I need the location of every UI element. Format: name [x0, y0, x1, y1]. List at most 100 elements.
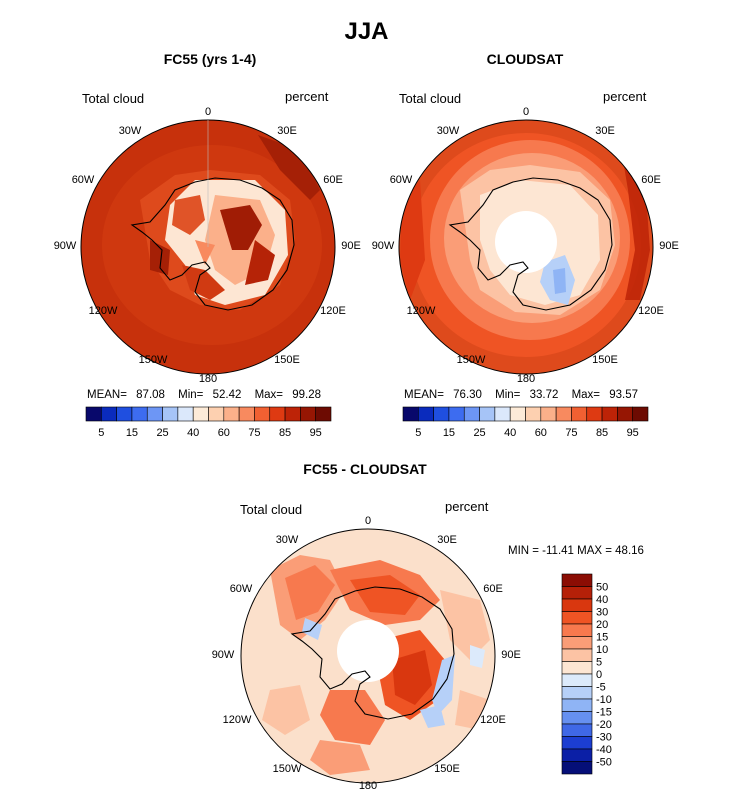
colorbar-tick-label: 40: [187, 427, 199, 439]
colorbar-tick-label: 50: [596, 582, 608, 594]
colorbar-swatch: [561, 761, 593, 775]
lon-label-60e: 60E: [323, 174, 343, 186]
lon-label-180: 180: [358, 780, 378, 792]
stat-min-label: Min=: [495, 389, 521, 401]
lon-label-90e: 90E: [659, 240, 679, 252]
colorbar-swatch: [632, 406, 649, 422]
lon-label-60w: 60W: [389, 174, 413, 186]
colorbar-tick-label: 15: [126, 427, 138, 439]
lon-label-180: 180: [198, 373, 218, 385]
colorbar-tick-label: 15: [443, 427, 455, 439]
colorbar-swatch: [561, 611, 593, 625]
lon-label-120e: 120E: [480, 714, 506, 726]
lon-label-90w: 90W: [53, 240, 77, 252]
lon-label-90e: 90E: [341, 240, 361, 252]
colorbar-tick-label: -20: [596, 719, 612, 731]
colorbar-swatch: [561, 636, 593, 650]
colorbar-swatch: [561, 711, 593, 725]
colorbar-tick-label: 5: [415, 427, 421, 439]
panel-variable-cloudsat: Total cloud: [399, 91, 462, 106]
colorbar-cloudsat: 5 15 25 40 60 75 85 95: [402, 406, 649, 439]
colorbar-tick-label: -15: [596, 707, 612, 719]
antarctica-coastline: [448, 177, 613, 311]
map-boundary-circle: [240, 528, 496, 784]
lon-label-150e: 150E: [274, 354, 300, 366]
figure-title: JJA: [344, 18, 389, 45]
colorbar-tick-label: 5: [596, 657, 602, 669]
colorbar-tick-label: 25: [156, 427, 168, 439]
stat-mean: 76.30: [453, 389, 482, 401]
panel-title-fc55: FC55 (yrs 1-4): [163, 51, 257, 67]
colorbar-swatch: [561, 661, 593, 675]
stat-mean-label: MEAN=: [404, 389, 444, 401]
colorbar-tick-label: 40: [596, 594, 608, 606]
colorbar-tick-label: 10: [596, 644, 608, 656]
colorbar-tick-label: -10: [596, 694, 612, 706]
lon-label-120w: 120W: [88, 305, 118, 317]
lon-label-90w: 90W: [211, 649, 235, 661]
colorbar-swatch: [561, 573, 593, 587]
colorbar-tick-label: 75: [248, 427, 260, 439]
lon-label-150e: 150E: [434, 763, 460, 775]
colorbar-tick-label: -30: [596, 732, 612, 744]
colorbar-swatch: [561, 748, 593, 762]
colorbar-tick-label: 25: [473, 427, 485, 439]
panel-units-fc55: percent: [285, 89, 329, 104]
antarctica-coastline: [130, 177, 295, 311]
panel-units-diff: percent: [445, 499, 489, 514]
colorbar-swatch: [561, 673, 593, 687]
lon-label-60w: 60W: [229, 583, 253, 595]
colorbar-swatch: [561, 686, 593, 700]
colorbar-tick-label: 30: [596, 607, 608, 619]
stat-min: 33.72: [529, 389, 559, 401]
colorbar-tick-label: 95: [310, 427, 322, 439]
colorbar-tick-label: 85: [279, 427, 291, 439]
lon-label-0: 0: [364, 515, 372, 527]
lon-label-60e: 60E: [641, 174, 661, 186]
colorbar-tick-label: -50: [596, 757, 612, 769]
stat-max: 99.28: [292, 389, 322, 401]
lon-label-150w: 150W: [138, 354, 168, 366]
colorbar-swatch: [561, 723, 593, 737]
lon-label-180: 180: [516, 373, 536, 385]
lon-label-120e: 120E: [320, 305, 346, 317]
stat-max-label: Max=: [571, 389, 601, 401]
colorbar-tick-label: 5: [98, 427, 104, 439]
lon-label-0: 0: [522, 106, 530, 118]
stats-diff: MIN = -11.41 MAX = 48.16: [508, 545, 644, 557]
colorbar-tick-label: 60: [535, 427, 547, 439]
colorbar-tick-label: 95: [627, 427, 639, 439]
antarctica-coastline: [290, 586, 455, 720]
colorbar-tick-label: -5: [596, 682, 606, 694]
map-boundary-circle: [398, 119, 654, 375]
colorbar-swatch: [561, 736, 593, 750]
colorbar-swatch: [561, 598, 593, 612]
lon-label-30e: 30E: [595, 125, 615, 137]
lon-label-150e: 150E: [592, 354, 618, 366]
lon-label-90w: 90W: [371, 240, 395, 252]
colorbar-tick-label: 85: [596, 427, 608, 439]
lon-label-120w: 120W: [406, 305, 436, 317]
lon-label-90e: 90E: [501, 649, 521, 661]
stat-min: 52.42: [212, 389, 242, 401]
lon-label-30e: 30E: [437, 534, 457, 546]
lon-label-30e: 30E: [277, 125, 297, 137]
stat-max-label: Max=: [254, 389, 284, 401]
lon-label-60e: 60E: [483, 583, 503, 595]
colorbar-tick-label: 20: [596, 619, 608, 631]
stats-fc55: MEAN= 87.08 Min= 52.42 Max= 99.28: [87, 389, 321, 401]
stat-mean-label: MEAN=: [87, 389, 127, 401]
lon-label-30w: 30W: [275, 534, 299, 546]
colorbar-swatch: [561, 648, 593, 662]
stat-mean: 87.08: [136, 389, 165, 401]
colorbar-tick-label: 40: [504, 427, 516, 439]
lon-label-60w: 60W: [71, 174, 95, 186]
colorbar-swatch: [315, 406, 332, 422]
lon-label-30w: 30W: [436, 125, 460, 137]
panel-variable-diff: Total cloud: [240, 502, 303, 517]
stat-min-label: Min=: [178, 389, 204, 401]
